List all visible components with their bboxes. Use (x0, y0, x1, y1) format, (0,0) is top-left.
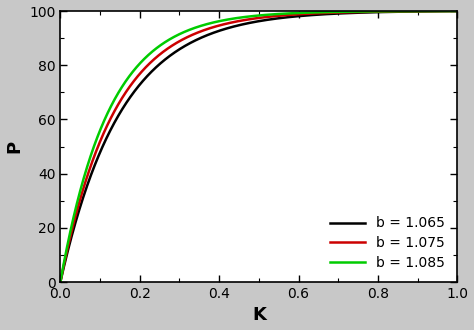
b = 1.075 (227, 21, 233, 25)
b = 1.085 (447, 9, 453, 13)
b = 1.075 (447, 9, 453, 13)
b = 1.085 (210, 21, 216, 25)
b = 1.085 (227, 17, 233, 21)
b = 1.065 (447, 9, 453, 13)
Line: b = 1.075: b = 1.075 (60, 11, 457, 282)
b = 1.085 (404, 9, 410, 13)
b = 1.075 (210, 25, 216, 29)
b = 1.065 (455, 9, 460, 13)
Legend: b = 1.065, b = 1.075, b = 1.085: b = 1.065, b = 1.075, b = 1.085 (325, 211, 450, 275)
b = 1.065 (127, 97, 132, 101)
b = 1.075 (404, 9, 410, 13)
Line: b = 1.085: b = 1.085 (60, 11, 457, 282)
b = 1.085 (103, 115, 109, 119)
b = 1.065 (103, 138, 109, 142)
b = 1.065 (404, 10, 410, 14)
b = 1.075 (103, 127, 109, 131)
b = 1.085 (127, 74, 132, 78)
b = 1.065 (57, 280, 63, 284)
Y-axis label: P: P (6, 140, 24, 153)
b = 1.075 (57, 280, 63, 284)
b = 1.065 (210, 31, 216, 35)
Line: b = 1.065: b = 1.065 (60, 11, 457, 282)
b = 1.085 (57, 280, 63, 284)
b = 1.075 (455, 9, 460, 13)
b = 1.085 (455, 9, 460, 13)
b = 1.075 (127, 85, 132, 89)
X-axis label: K: K (252, 307, 266, 324)
b = 1.065 (227, 26, 233, 30)
